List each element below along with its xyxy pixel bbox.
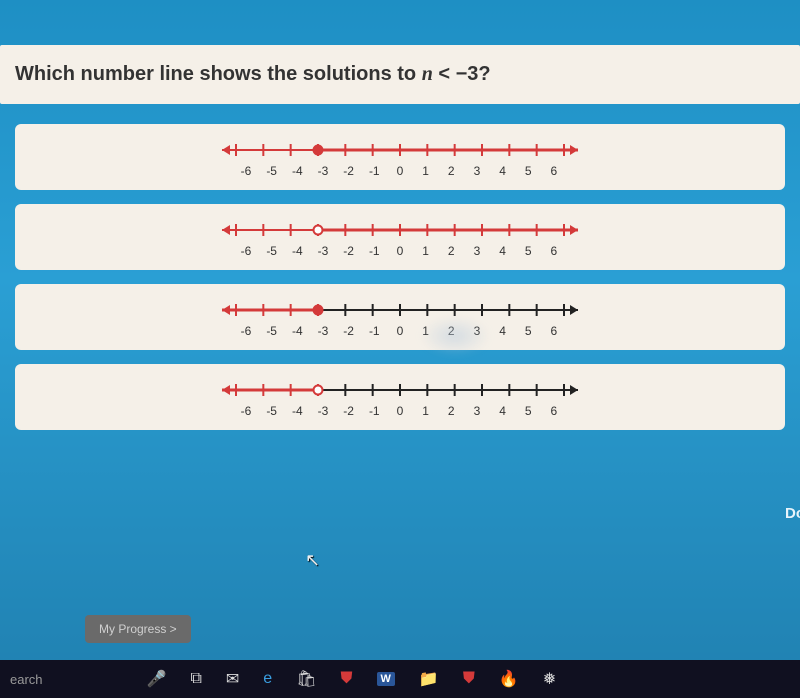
search-input[interactable]: earch xyxy=(10,672,43,687)
answer-option-0[interactable]: -6 -5 -4 -3 -2 -1 0123456 xyxy=(15,124,785,190)
number-line: -6 -5 -4 -3 -2 -1 0123456 xyxy=(210,376,590,418)
cursor-icon: ↖ xyxy=(305,550,320,571)
tick-label: -2 xyxy=(339,324,359,338)
tick-label: -5 xyxy=(262,244,282,258)
tick-label: 2 xyxy=(441,244,461,258)
word-icon[interactable]: W xyxy=(377,672,395,686)
store-icon[interactable]: 🛍 xyxy=(296,669,316,689)
tick-label: 1 xyxy=(416,404,436,418)
tick-label: -6 xyxy=(236,404,256,418)
tick-label: 3 xyxy=(467,404,487,418)
tick-label: 4 xyxy=(493,404,513,418)
tick-label: 6 xyxy=(544,244,564,258)
mail-icon[interactable]: ✉ xyxy=(226,669,239,689)
tick-label: 4 xyxy=(493,324,513,338)
tick-label: 6 xyxy=(544,324,564,338)
tick-label: 2 xyxy=(441,404,461,418)
tick-label: -4 xyxy=(287,324,307,338)
answer-option-3[interactable]: -6 -5 -4 -3 -2 -1 0123456 xyxy=(15,364,785,430)
tick-labels: -6 -5 -4 -3 -2 -1 0123456 xyxy=(210,404,590,418)
tick-label: -6 xyxy=(236,164,256,178)
tick-labels: -6 -5 -4 -3 -2 -1 0123456 xyxy=(210,324,590,338)
taskbar-icons: 🎤 ⧉ ✉ e 🛍 ⛊ W 📁 ⛊ 🔥 ❅ xyxy=(147,669,557,689)
answer-option-2[interactable]: -6 -5 -4 -3 -2 -1 0123456 xyxy=(15,284,785,350)
tick-label: 5 xyxy=(518,324,538,338)
tick-label: 1 xyxy=(416,164,436,178)
tick-label: -1 xyxy=(364,404,384,418)
tick-label: 4 xyxy=(493,244,513,258)
my-progress-button[interactable]: My Progress > xyxy=(85,615,191,643)
tick-labels: -6 -5 -4 -3 -2 -1 0123456 xyxy=(210,244,590,258)
tick-label: -3 xyxy=(313,164,333,178)
tick-label: -1 xyxy=(364,244,384,258)
tick-label: -5 xyxy=(262,404,282,418)
tick-label: -5 xyxy=(262,324,282,338)
tick-label: 3 xyxy=(467,244,487,258)
mic-icon[interactable]: 🎤 xyxy=(147,669,167,689)
tick-label: 0 xyxy=(390,404,410,418)
tick-label: -2 xyxy=(339,164,359,178)
tick-label: -4 xyxy=(287,164,307,178)
tick-label: 0 xyxy=(390,244,410,258)
explorer-icon[interactable]: 📁 xyxy=(419,669,439,689)
tick-label: -6 xyxy=(236,244,256,258)
question-prefix: Which number line shows the solutions to xyxy=(15,63,422,85)
firefox-icon[interactable]: 🔥 xyxy=(499,669,519,689)
tick-label: 3 xyxy=(467,164,487,178)
tick-label: -1 xyxy=(364,164,384,178)
question-op: < xyxy=(433,63,456,85)
edge-icon[interactable]: e xyxy=(263,670,272,688)
options-container: -6-5-4-3-2-10123456 -6-5-4-3-2-10123456 … xyxy=(0,104,800,430)
number-line: -6 -5 -4 -3 -2 -1 0123456 xyxy=(210,216,590,258)
tick-label: 5 xyxy=(518,244,538,258)
tick-label: 0 xyxy=(390,164,410,178)
tick-labels: -6 -5 -4 -3 -2 -1 0123456 xyxy=(210,164,590,178)
question-text: Which number line shows the solutions to… xyxy=(0,45,800,104)
tick-label: 6 xyxy=(544,164,564,178)
question-val: −3 xyxy=(456,63,479,85)
tick-label: 3 xyxy=(467,324,487,338)
tick-label: -1 xyxy=(364,324,384,338)
tick-label: -6 xyxy=(236,324,256,338)
tick-label: 1 xyxy=(416,244,436,258)
tick-label: 4 xyxy=(493,164,513,178)
tick-label: -4 xyxy=(287,404,307,418)
taskbar: earch 🎤 ⧉ ✉ e 🛍 ⛊ W 📁 ⛊ 🔥 ❅ xyxy=(0,660,800,698)
tick-label: 2 xyxy=(441,324,461,338)
done-button[interactable]: Do xyxy=(785,505,800,522)
number-line: -6 -5 -4 -3 -2 -1 0123456 xyxy=(210,296,590,338)
number-line: -6 -5 -4 -3 -2 -1 0123456 xyxy=(210,136,590,178)
mcafee-icon[interactable]: ⛊ xyxy=(341,670,353,688)
tick-label: -5 xyxy=(262,164,282,178)
tick-label: 5 xyxy=(518,164,538,178)
app-icon[interactable]: ❅ xyxy=(543,669,556,689)
tick-label: -3 xyxy=(313,324,333,338)
taskview-icon[interactable]: ⧉ xyxy=(190,670,201,688)
tick-label: 5 xyxy=(518,404,538,418)
tick-label: 1 xyxy=(416,324,436,338)
tick-label: -3 xyxy=(313,244,333,258)
shield-icon[interactable]: ⛊ xyxy=(463,670,475,688)
question-suffix: ? xyxy=(478,63,490,85)
tick-label: -4 xyxy=(287,244,307,258)
answer-option-1[interactable]: -6 -5 -4 -3 -2 -1 0123456 xyxy=(15,204,785,270)
tick-label: 6 xyxy=(544,404,564,418)
tick-label: 2 xyxy=(441,164,461,178)
tick-label: 0 xyxy=(390,324,410,338)
question-var: n xyxy=(422,63,433,85)
tick-label: -2 xyxy=(339,244,359,258)
tick-label: -3 xyxy=(313,404,333,418)
tick-label: -2 xyxy=(339,404,359,418)
